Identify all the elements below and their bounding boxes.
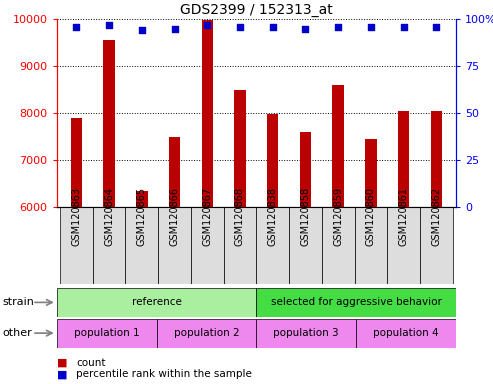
Bar (202, 20, 213, 384)
Bar (136, 191, 147, 384)
Bar (169, 137, 180, 384)
Bar (420, 207, 453, 284)
Point (72, 24, 80, 30)
Bar (431, 111, 442, 384)
Point (334, 24, 342, 30)
Bar (300, 132, 311, 384)
Point (105, 22, 113, 28)
Bar (398, 111, 409, 384)
Point (269, 24, 277, 30)
Point (302, 26, 310, 32)
Bar (57, 319, 157, 348)
Bar (57, 288, 256, 317)
Point (367, 24, 375, 30)
Bar (267, 114, 279, 384)
Text: ■: ■ (57, 358, 67, 368)
Text: GSM120861: GSM120861 (399, 187, 409, 246)
Bar (104, 40, 115, 384)
Bar (256, 288, 456, 317)
Bar (289, 207, 322, 284)
Point (171, 26, 178, 32)
Text: GSM120864: GSM120864 (104, 187, 114, 246)
Point (432, 24, 440, 30)
Bar (60, 207, 93, 284)
Point (138, 27, 146, 33)
Bar (365, 139, 377, 384)
Bar (322, 207, 354, 284)
Text: GSM120867: GSM120867 (202, 187, 212, 246)
Text: GSM120862: GSM120862 (431, 187, 441, 246)
Bar (332, 85, 344, 384)
Text: population 3: population 3 (274, 328, 339, 338)
Text: GSM120866: GSM120866 (170, 187, 179, 246)
Text: reference: reference (132, 297, 181, 308)
Title: GDS2399 / 152313_at: GDS2399 / 152313_at (180, 3, 333, 17)
Bar (224, 207, 256, 284)
Text: selected for aggressive behavior: selected for aggressive behavior (271, 297, 442, 308)
Bar (234, 90, 246, 384)
Text: population 1: population 1 (74, 328, 140, 338)
Text: population 4: population 4 (373, 328, 439, 338)
Text: GSM120868: GSM120868 (235, 187, 245, 246)
Point (236, 24, 244, 30)
Bar (191, 207, 224, 284)
Bar (157, 319, 256, 348)
Text: population 2: population 2 (174, 328, 239, 338)
Bar (256, 319, 356, 348)
Bar (93, 207, 125, 284)
Bar (158, 207, 191, 284)
Bar (354, 207, 387, 284)
Text: percentile rank within the sample: percentile rank within the sample (76, 369, 252, 379)
Text: GSM120860: GSM120860 (366, 187, 376, 246)
Text: other: other (2, 328, 32, 338)
Bar (256, 207, 289, 284)
Text: GSM120858: GSM120858 (300, 187, 311, 246)
Bar (387, 207, 420, 284)
Text: GSM120863: GSM120863 (71, 187, 81, 246)
Bar (356, 319, 456, 348)
Bar (125, 207, 158, 284)
Text: strain: strain (2, 297, 35, 308)
Point (400, 24, 408, 30)
Bar (70, 118, 82, 384)
Text: GSM120859: GSM120859 (333, 187, 343, 246)
Text: GSM120865: GSM120865 (137, 187, 147, 246)
Text: count: count (76, 358, 106, 368)
Point (203, 22, 211, 28)
Text: ■: ■ (57, 369, 67, 379)
Text: GSM120838: GSM120838 (268, 187, 278, 246)
